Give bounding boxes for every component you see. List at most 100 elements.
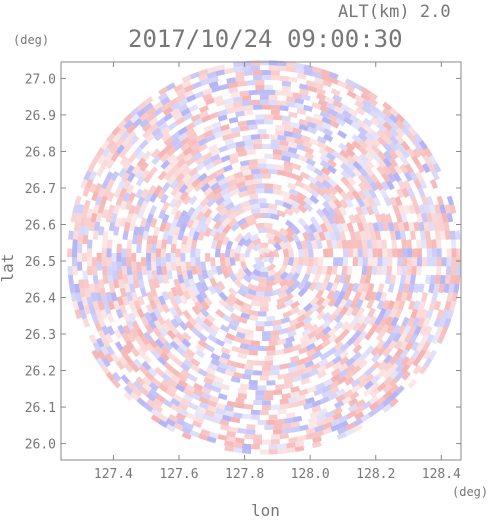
- radar-bin: [284, 207, 294, 217]
- radar-bin: [130, 328, 139, 339]
- radar-bin: [180, 136, 191, 146]
- radar-bin: [195, 223, 204, 233]
- radar-bin: [91, 349, 100, 360]
- radar-bin: [198, 396, 209, 405]
- radar-bin: [411, 349, 421, 360]
- radar-bin: [170, 403, 181, 413]
- radar-bin: [408, 221, 415, 232]
- radar-bin: [213, 95, 224, 103]
- radar-bin: [369, 388, 380, 398]
- radar-bin: [321, 319, 332, 329]
- radar-bin: [255, 183, 265, 189]
- radar-bin: [205, 344, 215, 353]
- radar-bin: [224, 102, 234, 110]
- radar-bin: [262, 365, 271, 371]
- radar-bin: [233, 371, 243, 379]
- radar-bin: [361, 239, 368, 249]
- radar-bin: [262, 336, 271, 342]
- radar-bin: [119, 348, 129, 359]
- radar-bin: [182, 112, 194, 121]
- radar-bin: [356, 221, 365, 232]
- radar-bin: [207, 327, 218, 337]
- radar-bin: [211, 85, 221, 93]
- radar-bin: [92, 342, 102, 353]
- radar-bin: [282, 248, 289, 258]
- radar-bin: [134, 169, 144, 180]
- radar-bin: [136, 270, 143, 280]
- radar-bin: [314, 325, 325, 335]
- radar-bin: [326, 102, 337, 111]
- radar-bin: [344, 78, 355, 87]
- radar-bin: [95, 195, 103, 206]
- radar-bin: [279, 284, 289, 293]
- radar-bin: [327, 327, 338, 337]
- radar-bin: [456, 257, 462, 267]
- radar-bin: [200, 204, 210, 214]
- radar-bin: [262, 405, 271, 411]
- radar-bin: [312, 231, 321, 241]
- radar-bin: [446, 292, 454, 302]
- radar-bin: [158, 295, 166, 306]
- radar-bin: [78, 279, 85, 289]
- radar-bin: [156, 315, 166, 326]
- radar-bin: [384, 274, 392, 285]
- radar-bin: [370, 374, 381, 385]
- radar-bin: [312, 71, 322, 79]
- radar-bin: [317, 257, 324, 267]
- radar-bin: [264, 183, 274, 189]
- radar-bin: [255, 114, 265, 120]
- radar-bin: [185, 383, 196, 393]
- radar-bin: [126, 266, 133, 276]
- radar-bin: [181, 166, 192, 177]
- radar-bin: [113, 279, 120, 289]
- radar-bin: [376, 346, 387, 357]
- radar-bin: [370, 130, 381, 140]
- radar-bin: [175, 88, 186, 97]
- radar-bin: [138, 279, 145, 289]
- radar-bin: [297, 204, 308, 214]
- radar-bin: [170, 243, 177, 254]
- radar-bin: [98, 226, 105, 236]
- radar-bin: [77, 234, 84, 245]
- radar-bin: [382, 121, 393, 132]
- radar-bin: [308, 281, 318, 292]
- radar-bin: [322, 427, 333, 435]
- radar-bin: [303, 196, 314, 206]
- radar-bin: [371, 266, 378, 276]
- radar-bin: [147, 367, 158, 377]
- radar-bin: [233, 101, 243, 108]
- radar-bin: [360, 92, 371, 102]
- radar-bin: [451, 248, 457, 258]
- radar-bin: [453, 283, 460, 294]
- radar-bin: [105, 291, 113, 302]
- radar-bin: [126, 130, 137, 141]
- radar-bin: [285, 232, 295, 243]
- radar-bin: [273, 229, 283, 239]
- radar-bin: [136, 308, 145, 319]
- radar-bin: [224, 304, 235, 313]
- radar-bin: [317, 99, 328, 107]
- radar-bin: [185, 320, 195, 331]
- radar-bin: [401, 266, 407, 276]
- radar-bin: [278, 240, 288, 251]
- radar-bin: [122, 344, 132, 355]
- radar-bin: [354, 405, 365, 415]
- radar-bin: [346, 321, 356, 332]
- radar-bin: [198, 110, 209, 119]
- radar-bin: [337, 214, 346, 225]
- radar-bin: [264, 119, 274, 125]
- radar-bin: [212, 158, 223, 167]
- radar-bin: [259, 301, 269, 307]
- radar-bin: [193, 382, 204, 391]
- radar-bin: [403, 283, 410, 294]
- radar-bin: [411, 248, 418, 258]
- radar-bin: [145, 371, 155, 382]
- radar-bin: [314, 425, 325, 433]
- radar-bin: [185, 243, 192, 254]
- radar-bin: [355, 399, 366, 408]
- radar-bin: [296, 197, 307, 207]
- radar-bin: [277, 448, 287, 455]
- radar-bin: [173, 278, 181, 289]
- radar-bin: [106, 266, 113, 276]
- radar-bin: [270, 139, 280, 145]
